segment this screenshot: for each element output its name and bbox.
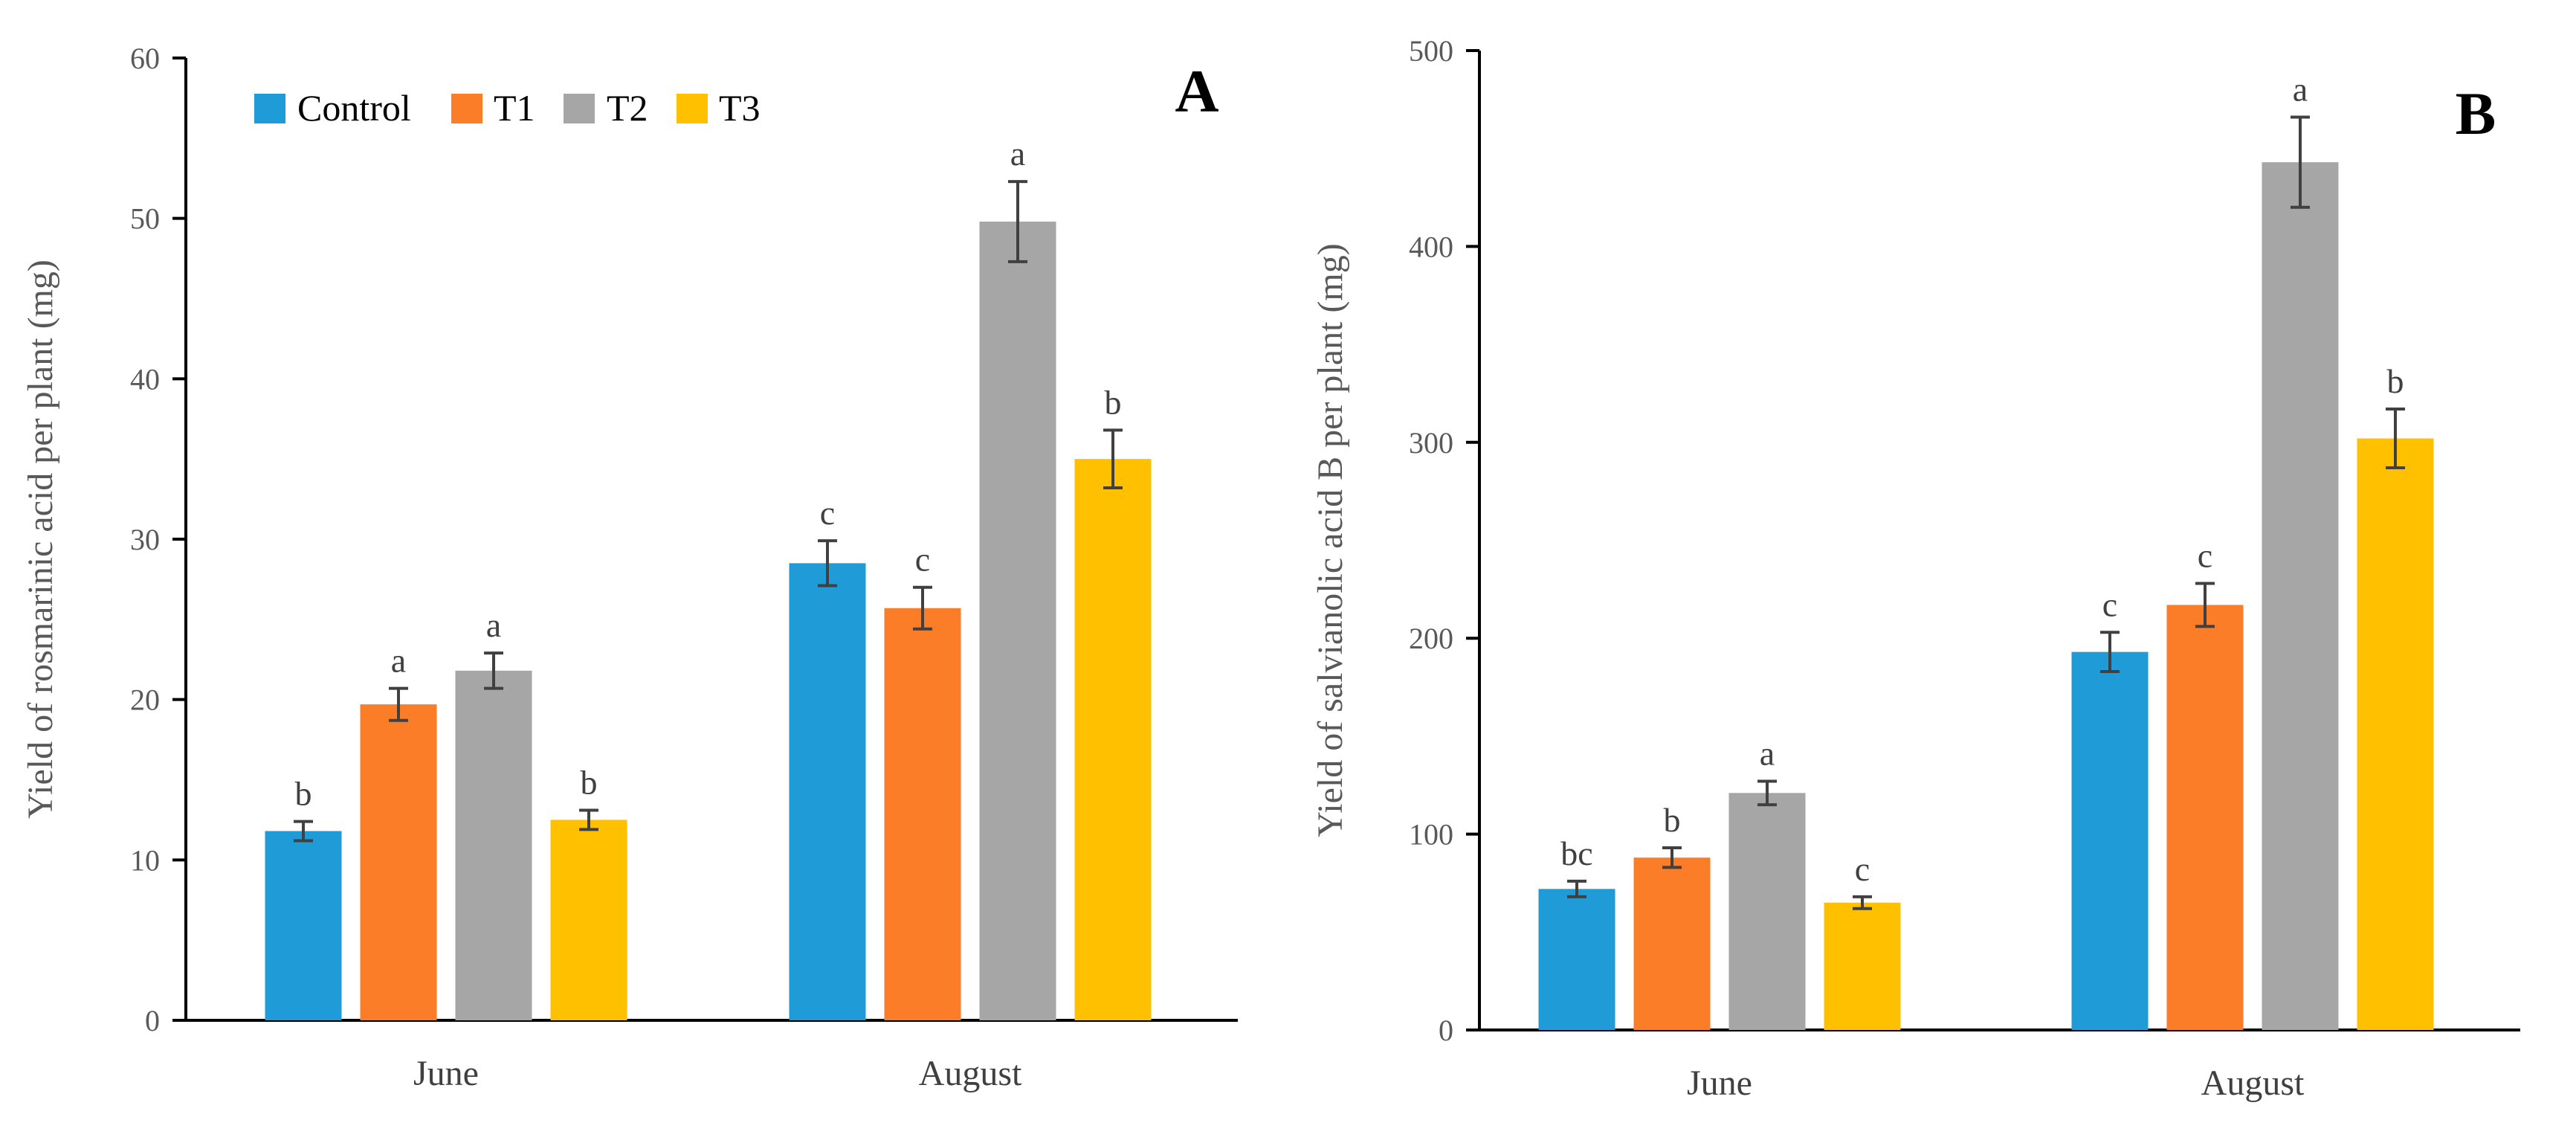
legend-label-t1: T1 <box>494 87 535 129</box>
bar-control-august <box>2071 651 2149 1030</box>
y-tick-label: 0 <box>1439 1014 1453 1047</box>
legend-swatch-t1 <box>451 94 482 123</box>
bar-t2-august <box>979 221 1056 1021</box>
significance-letter: c <box>915 541 930 579</box>
significance-letter: a <box>391 642 406 680</box>
bar-t2-june <box>455 670 532 1020</box>
y-axis-title: Yield of salvianolic acid B per plant (m… <box>1311 243 1350 837</box>
significance-letter: b <box>1105 383 1122 421</box>
significance-letter: a <box>486 606 501 644</box>
panel-label: A <box>1175 57 1218 125</box>
y-tick-label: 100 <box>1409 818 1453 852</box>
significance-letter: c <box>820 494 835 532</box>
bar-control-august <box>789 563 866 1020</box>
bar-control-june <box>265 831 342 1020</box>
legend-swatch-t2 <box>564 94 595 123</box>
bar-t2-august <box>2262 162 2339 1031</box>
y-tick-label: 10 <box>130 843 160 877</box>
panel-b-chart: 0 100 200 300 400 500 Yield of salvianolic aci… <box>1311 34 2520 1103</box>
panel-a-chart: 0 10 20 30 40 50 60 Yield of rosmarinic acid pe… <box>21 42 1238 1093</box>
panel-label: B <box>2456 80 2496 147</box>
significance-letter: c <box>2198 536 2212 574</box>
legend-label-t3: T3 <box>719 87 761 129</box>
bar-t1-august <box>2166 605 2244 1030</box>
y-axis-title: Yield of rosmarinic acid per plant (mg) <box>21 260 60 819</box>
bar-t3-june <box>1824 902 1901 1030</box>
legend-swatch-control <box>254 94 285 123</box>
bar-t1-june <box>1633 857 1711 1030</box>
y-tick-label: 500 <box>1409 34 1453 68</box>
legend: Control T1 T2 T3 <box>254 87 761 129</box>
x-category-label: June <box>413 1054 479 1093</box>
y-tick-label: 60 <box>130 42 160 75</box>
y-tick-label: 300 <box>1409 426 1453 460</box>
significance-letter: b <box>2387 362 2404 400</box>
significance-letter: c <box>2102 585 2117 623</box>
bar-t3-august <box>1074 459 1152 1020</box>
significance-letter: b <box>295 775 312 813</box>
bar-t3-june <box>550 820 627 1020</box>
significance-letter: bc <box>1560 834 1592 872</box>
significance-letter: b <box>1664 801 1681 839</box>
bar-t1-june <box>360 704 437 1020</box>
legend-label-control: Control <box>297 87 411 129</box>
legend-swatch-t3 <box>677 94 708 123</box>
y-tick-label: 200 <box>1409 622 1453 655</box>
y-tick-label: 40 <box>130 362 160 396</box>
bar-t2-june <box>1728 793 1806 1030</box>
y-tick-label: 400 <box>1409 230 1453 263</box>
x-category-label: August <box>919 1054 1022 1093</box>
x-category-label: August <box>2201 1063 2305 1103</box>
x-category-label: June <box>1687 1063 1752 1103</box>
significance-letter: a <box>1760 734 1775 772</box>
y-tick-label: 30 <box>130 523 160 556</box>
y-tick-label: 20 <box>130 683 160 717</box>
y-tick-label: 0 <box>145 1004 160 1037</box>
significance-letter: a <box>1010 135 1025 173</box>
bar-t1-august <box>884 608 961 1020</box>
significance-letter: a <box>2293 71 2308 109</box>
legend-label-t2: T2 <box>607 87 648 129</box>
significance-letter: b <box>581 763 598 801</box>
bar-t3-august <box>2357 438 2434 1030</box>
y-tick-label: 50 <box>130 202 160 236</box>
bar-control-june <box>1538 889 1615 1030</box>
significance-letter: c <box>1855 850 1870 888</box>
